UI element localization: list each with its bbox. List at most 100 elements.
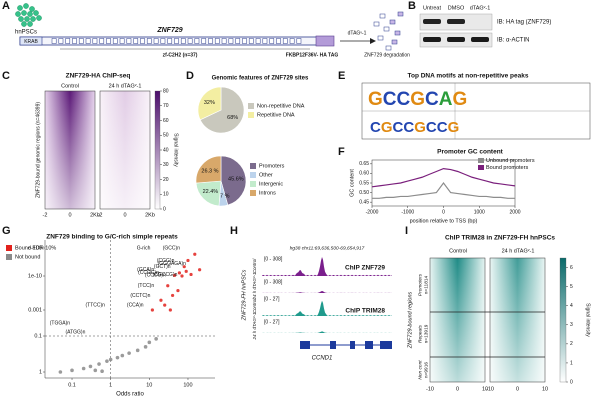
signal-track xyxy=(262,290,392,293)
panel-label: H xyxy=(230,225,238,237)
line-series xyxy=(371,168,516,188)
colorbar xyxy=(154,90,161,210)
zf-repeat xyxy=(112,38,118,44)
label: dTAGᵛ-1 xyxy=(470,5,491,11)
label: n=13919 xyxy=(423,324,429,343)
label: ZNF729-bound regions xyxy=(407,291,413,349)
zf-repeat xyxy=(276,38,281,44)
label: dTAGᵛ-1 xyxy=(348,30,367,36)
legend-swatch xyxy=(250,181,256,187)
legend-label: Repetitive DNA xyxy=(257,112,295,118)
x-tick-label: 1000 xyxy=(474,209,485,215)
label: 0 xyxy=(516,386,519,392)
point xyxy=(88,364,93,369)
motif-base: C xyxy=(437,119,448,136)
point xyxy=(127,351,131,355)
label: [0 - 27] xyxy=(264,319,280,325)
y-tick-label: 0.65 xyxy=(359,161,369,167)
zf-repeat xyxy=(146,38,152,44)
label: Untreat xyxy=(423,5,442,11)
zf-repeat xyxy=(296,38,302,44)
point xyxy=(120,353,125,358)
point xyxy=(143,345,148,349)
motif-base: G xyxy=(410,89,425,110)
label: 4 xyxy=(570,303,573,309)
label: 20 xyxy=(163,177,169,183)
fragment xyxy=(377,35,384,41)
label: -10 xyxy=(486,386,494,392)
zf-repeat xyxy=(194,38,200,44)
motif-base: C xyxy=(383,89,397,110)
label: CCND1 xyxy=(312,356,333,362)
zf-repeat xyxy=(282,38,288,44)
motif-base: C xyxy=(393,119,404,136)
label: 0 xyxy=(163,206,166,212)
point xyxy=(105,359,109,363)
legend-swatch xyxy=(248,103,254,109)
point xyxy=(70,368,74,373)
zf-repeat xyxy=(201,38,207,44)
label: 0 xyxy=(456,386,459,392)
legend-label: Promoters xyxy=(259,163,285,169)
label: GC content xyxy=(349,169,355,197)
label: ZNF729 degradation xyxy=(364,52,410,58)
label: Control xyxy=(252,258,257,274)
slice-label: 32% xyxy=(204,100,215,106)
cell xyxy=(36,15,42,21)
zf-repeat xyxy=(58,38,64,44)
repeat-label: (ATGG)n xyxy=(65,329,85,335)
point xyxy=(180,274,184,278)
repeat-label: (GCC)n xyxy=(163,245,180,251)
label: 30 xyxy=(163,162,169,168)
zf-repeat xyxy=(126,38,132,44)
zf-repeat xyxy=(140,38,145,44)
cell xyxy=(21,21,27,27)
heatmap-fade xyxy=(100,91,150,209)
zf-repeat xyxy=(262,38,268,44)
label: ChIP TRIM28 in ZNF729-FH hnPSCs xyxy=(445,235,555,242)
label: ZNF729 xyxy=(156,27,182,34)
zf-repeat xyxy=(106,38,111,44)
slice-label: 45.6% xyxy=(228,176,244,182)
label: Promoters xyxy=(417,273,423,296)
label: Genomic features of ZNF729 sites xyxy=(212,76,309,82)
point xyxy=(184,269,188,273)
fragment xyxy=(397,11,404,17)
zf-repeat xyxy=(153,38,159,44)
label: zf-C2H2 (n=37) xyxy=(163,52,198,58)
label: Signal intensity xyxy=(173,133,179,167)
zf-repeat xyxy=(72,38,77,44)
label: 10 xyxy=(482,386,488,392)
point xyxy=(93,368,98,373)
zf-repeat xyxy=(221,38,227,44)
repeat-label: (CCA)n xyxy=(127,302,144,308)
y-tick-label: 0.60 xyxy=(359,171,369,177)
slice-label: 26.3 % xyxy=(201,168,218,174)
label: -2 xyxy=(98,212,103,218)
cell xyxy=(15,11,21,17)
panel-label: F xyxy=(338,146,345,158)
point xyxy=(168,308,172,312)
label: 5 xyxy=(570,284,573,290)
zf-repeat xyxy=(289,38,295,44)
point xyxy=(186,258,190,263)
legend-label: Intergenic xyxy=(259,181,283,187)
label: 24 h dTAGᵛ-1 xyxy=(252,272,257,301)
legend-label: Bound FDR 10% xyxy=(15,245,56,251)
label: 40 xyxy=(163,147,169,153)
x-tick-label: 2000 xyxy=(509,209,520,215)
label: 24 h dTAGᵛ-1 xyxy=(252,312,257,341)
heatmap-frame xyxy=(489,257,546,383)
band xyxy=(471,37,489,42)
label: 6 xyxy=(570,265,573,271)
line-series xyxy=(372,181,515,199)
label: 2Kb xyxy=(145,212,155,218)
panel-label: G xyxy=(2,225,11,237)
heatmap-frame xyxy=(99,90,151,210)
zf-repeat xyxy=(174,38,179,44)
pie-slice xyxy=(195,155,222,184)
repeat-label: G-rich xyxy=(137,245,151,251)
zf-repeat xyxy=(228,38,234,44)
point xyxy=(58,370,63,374)
